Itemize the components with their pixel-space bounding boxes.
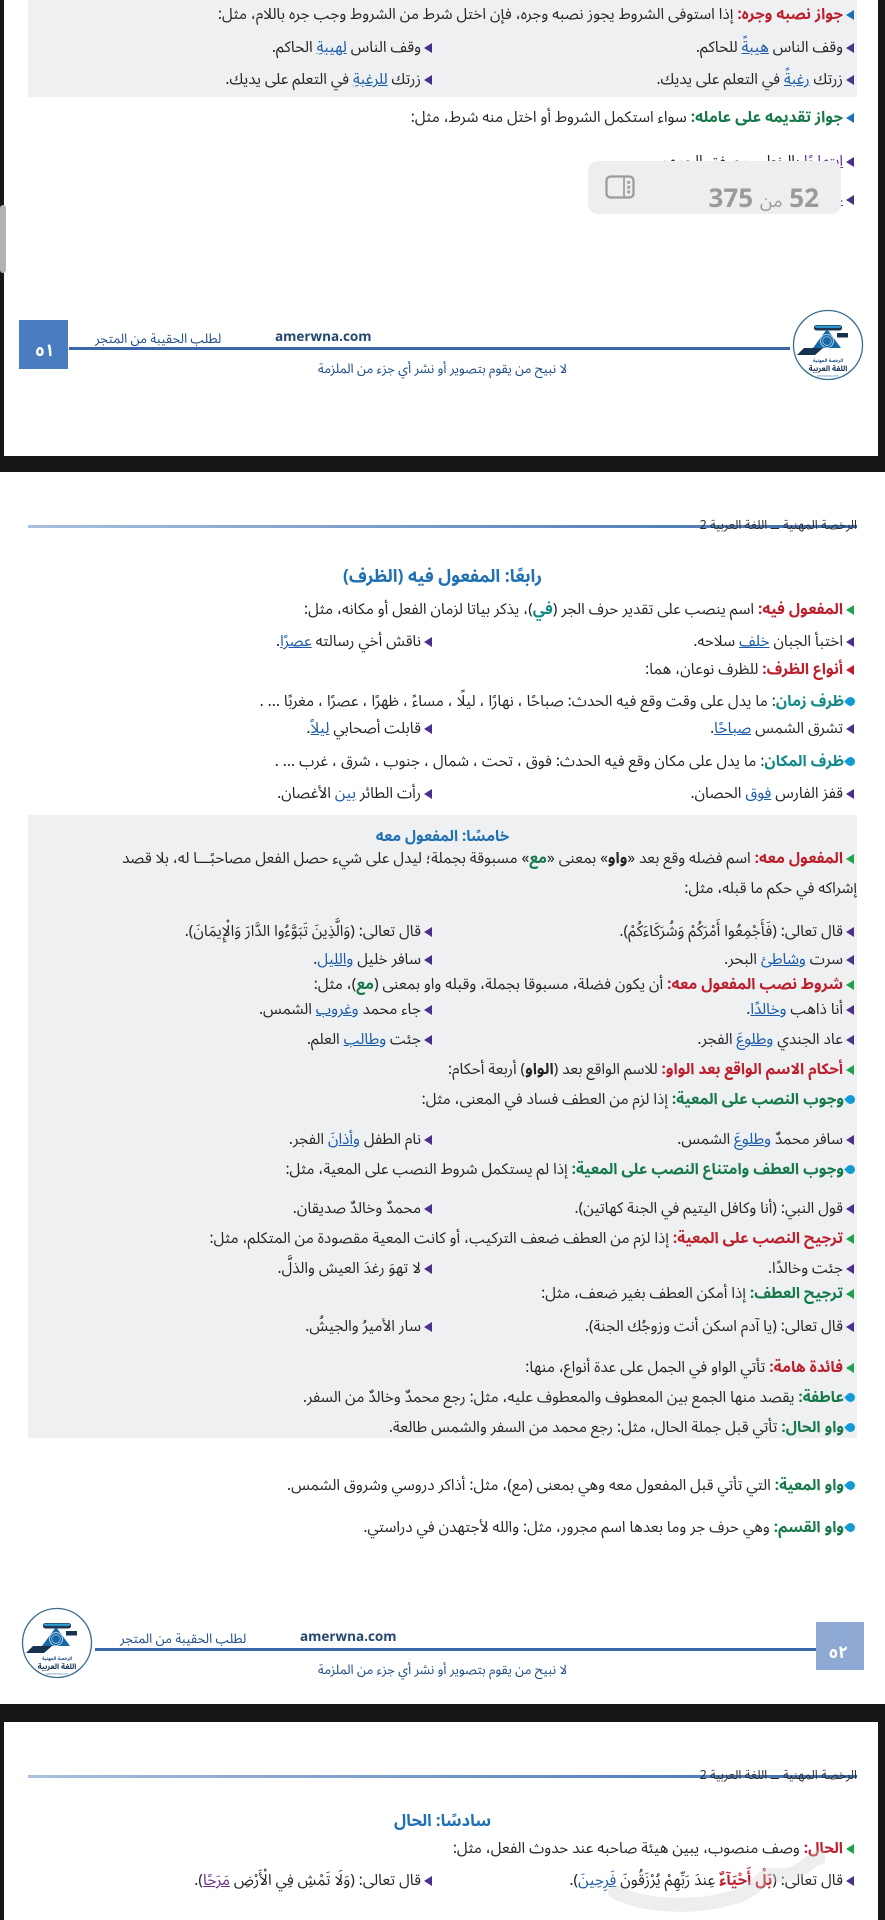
svg-text:amerwna.com: amerwna.com xyxy=(46,1671,68,1678)
svg-text:amerwna.com: amerwna.com xyxy=(817,373,839,380)
